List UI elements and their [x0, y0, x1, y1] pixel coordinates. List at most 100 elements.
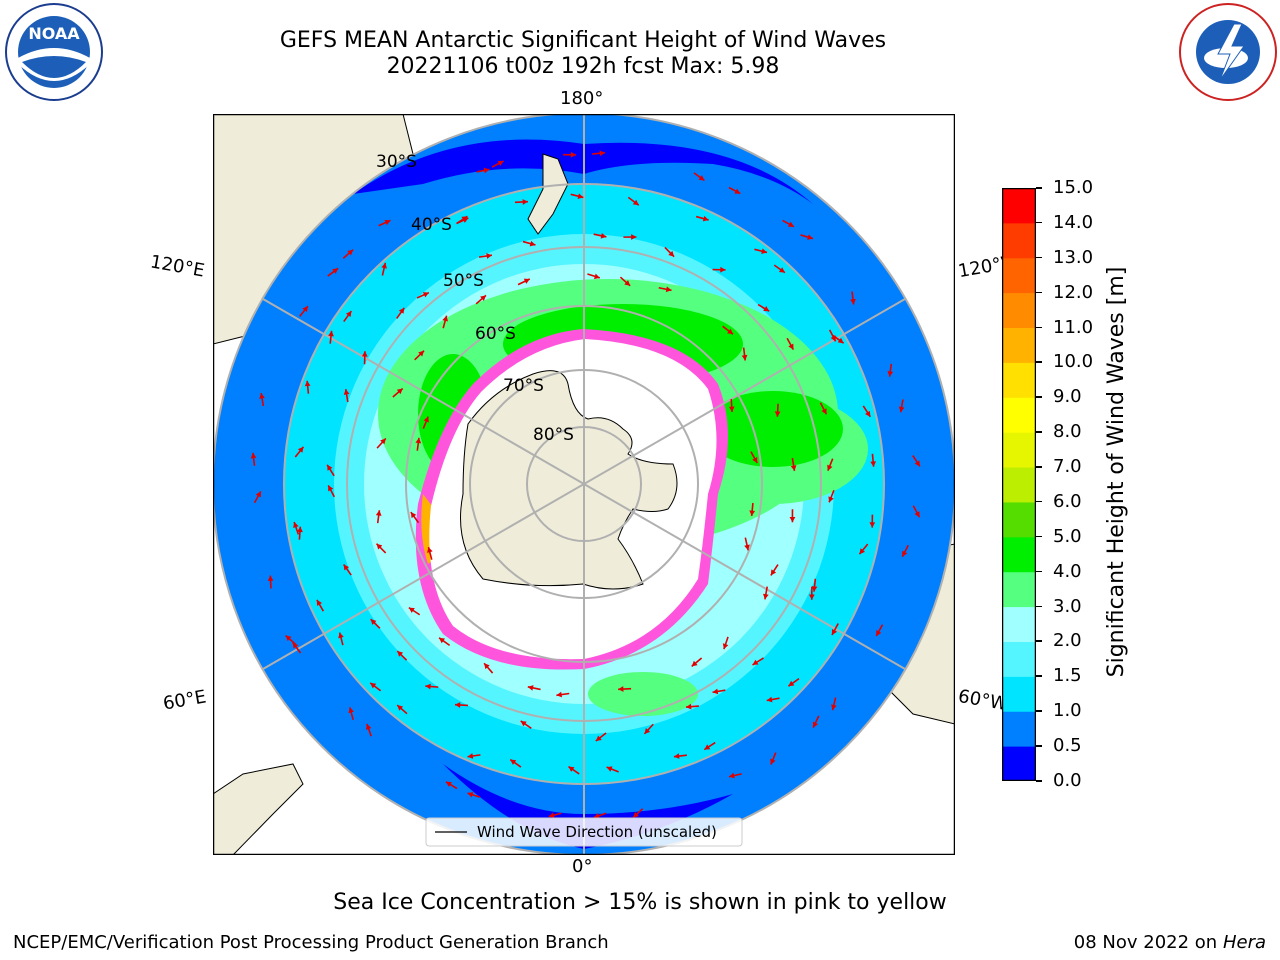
colorbar — [1002, 188, 1036, 781]
wind-arrow-head — [593, 813, 600, 819]
wind-arrow-head — [415, 437, 422, 444]
wind-arrow-head — [665, 286, 672, 293]
wind-arrow-head — [316, 599, 323, 606]
land-antarctica — [460, 370, 678, 590]
colorbar-tick-label: 4.0 — [1053, 560, 1082, 582]
colorbar-tick-label: 0.0 — [1053, 770, 1082, 791]
wind-arrow-head — [255, 491, 261, 498]
wind-arrow-head — [556, 691, 563, 698]
colorbar-tick-label: 2.0 — [1053, 630, 1082, 652]
colorbar-segment — [1002, 536, 1036, 573]
wind-arrow-head — [808, 594, 815, 600]
wind-arrow-head — [484, 663, 490, 670]
wind-wave-arrows — [250, 150, 921, 819]
colorbar-tick-label: 0.5 — [1053, 735, 1082, 757]
wind-arrow-head — [293, 522, 299, 528]
colorbar-tick-label: 3.0 — [1053, 595, 1082, 617]
wind-arrow-head — [787, 221, 794, 227]
wind-arrow-head — [410, 512, 417, 519]
wind-arrow-head — [741, 354, 748, 361]
colorbar-tick-mark — [1036, 361, 1042, 363]
wind-arrow-head — [427, 547, 433, 553]
wind-arrow-head — [297, 526, 303, 533]
noaa-logo: NOAA — [5, 3, 103, 101]
map-frame — [213, 114, 955, 855]
wind-arrow-head — [523, 278, 530, 284]
wind-arrow-head — [702, 215, 709, 222]
wind-arrow-head — [365, 723, 372, 730]
wind-arrow-head — [328, 330, 334, 337]
colorbar-segment — [1002, 327, 1036, 363]
colorbar-tick-mark — [1036, 396, 1042, 398]
wind-arrow-head — [461, 216, 468, 222]
wind-arrow-head — [467, 753, 474, 759]
wind-arrow-head — [876, 630, 882, 637]
wind-arrow-head — [837, 337, 844, 344]
wind-arrow-head — [770, 569, 777, 576]
colorbar-tick-mark — [1036, 535, 1042, 538]
wind-arrow-head — [763, 593, 769, 600]
wind-arrow-head — [327, 464, 333, 471]
wind-arrow-head — [343, 389, 350, 395]
wind-arrow-head — [345, 311, 352, 318]
wind-arrow-head — [728, 406, 735, 412]
wind-arrow-head — [722, 643, 729, 650]
wind-arrow-head — [527, 685, 534, 691]
wind-arrow-head — [850, 298, 856, 305]
wind-arrow-head — [902, 550, 908, 557]
wind-arrow-head — [812, 721, 819, 728]
colorbar-tick-label: 6.0 — [1053, 490, 1082, 512]
colorbar-segment — [1002, 676, 1036, 712]
wind-arrow-head — [807, 234, 813, 240]
lat-label-70s: 70°S — [503, 376, 544, 396]
wind-arrow-head — [631, 234, 637, 240]
wind-arrow-head — [577, 193, 584, 199]
colorbar-tick-mark — [1036, 640, 1042, 642]
colorbar-tick-label: 5.0 — [1053, 525, 1082, 547]
wind-arrow-head — [712, 688, 719, 695]
wind-arrow-head — [408, 607, 415, 613]
wind-arrow-head — [422, 292, 429, 298]
wind-arrow-head — [606, 766, 613, 772]
lat-label-40s: 40°S — [411, 215, 452, 235]
chart-title: GEFS MEAN Antarctic Significant Height o… — [279, 28, 887, 53]
wind-arrow-head — [370, 682, 377, 689]
noaa-logo-text: NOAA — [28, 24, 80, 43]
wind-arrow-head — [887, 371, 894, 377]
wind-arrow-head — [480, 295, 486, 301]
colorbar-segment — [1002, 711, 1036, 747]
wind-arrow-head — [467, 792, 474, 798]
colorbar-tick-mark — [1036, 780, 1042, 782]
wind-arrow-head — [831, 704, 837, 711]
colorbar-segment — [1002, 257, 1036, 294]
wind-arrow-head — [734, 188, 741, 194]
machine-name: Hera — [1222, 932, 1266, 953]
wind-arrow-head — [332, 268, 339, 274]
wind-arrow-head — [384, 219, 391, 226]
wind-arrow-head — [865, 410, 871, 417]
wind-arrow-head — [774, 411, 781, 417]
colorbar-tick-label: 14.0 — [1053, 211, 1094, 233]
wind-arrow-head — [423, 416, 429, 423]
colorbar-segment — [1002, 467, 1036, 503]
wind-arrow-head — [744, 544, 750, 551]
wind-arrow-head — [442, 315, 448, 322]
wind-arrow-head — [720, 266, 726, 273]
colorbar-segment — [1002, 571, 1036, 608]
wind-arrow-head — [285, 635, 292, 642]
colorbar-tick-mark — [1036, 745, 1042, 747]
wind-arrow-head — [914, 511, 920, 518]
wind-arrow-head — [343, 564, 350, 571]
colorbar-segment — [1002, 432, 1036, 468]
wind-arrow-head — [831, 628, 838, 635]
wind-arrow-head — [770, 758, 776, 765]
wind-arrow-head — [445, 781, 452, 788]
wind-arrow-head — [766, 696, 773, 703]
wind-arrow-head — [376, 543, 383, 550]
lat-label-30s: 30°S — [376, 152, 417, 172]
wind-arrow-head — [618, 686, 624, 692]
land-africa — [213, 763, 304, 855]
colorbar-tick-label: 1.0 — [1053, 700, 1082, 722]
wind-arrow-head — [570, 151, 577, 158]
wind-arrow-head — [811, 586, 818, 592]
